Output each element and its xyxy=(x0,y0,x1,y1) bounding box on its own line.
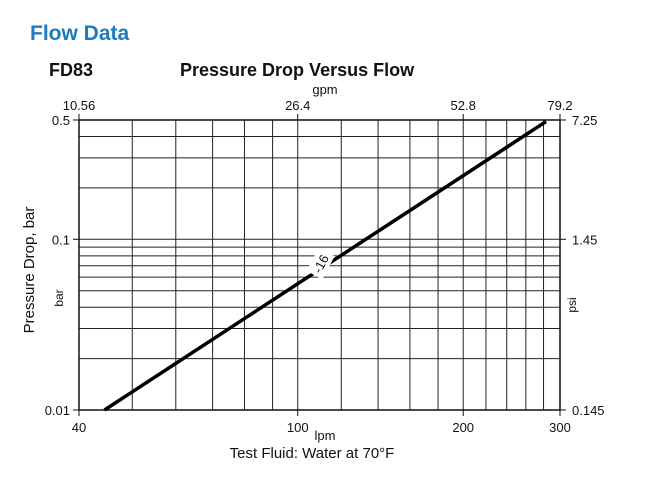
x-tick-label: 200 xyxy=(452,420,474,435)
chart-title: Pressure Drop Versus Flow xyxy=(180,60,415,80)
x-tick-label: 300 xyxy=(549,420,571,435)
plot-frame xyxy=(78,119,561,411)
y2-tick-label: 7.25 xyxy=(572,113,597,128)
test-fluid-note: Test Fluid: Water at 70°F xyxy=(230,445,395,462)
y-tick-label: 0.01 xyxy=(45,403,70,418)
x2-tick-label: 26.4 xyxy=(285,98,310,113)
x-axis-title: lpm xyxy=(315,428,336,443)
x-tick-label: 40 xyxy=(72,420,86,435)
section-title: Flow Data xyxy=(30,22,130,45)
x2-tick-label: 79.2 xyxy=(547,98,572,113)
y-axis-title: Pressure Drop, bar xyxy=(21,207,38,334)
y-tick-label: 0.5 xyxy=(52,113,70,128)
y2-tick-label: 1.45 xyxy=(572,232,597,247)
y-axis-unit: bar xyxy=(52,289,66,306)
series-label-backdrop xyxy=(306,247,335,280)
x2-axis-title: gpm xyxy=(312,82,337,97)
y2-tick-label: 0.145 xyxy=(572,403,605,418)
x2-tick-label: 10.56 xyxy=(63,98,96,113)
y2-axis-title: psi xyxy=(565,297,579,312)
x-tick-label: 100 xyxy=(287,420,309,435)
model-label: FD83 xyxy=(49,60,94,80)
x2-tick-label: 52.8 xyxy=(451,98,476,113)
y-tick-label: 0.1 xyxy=(52,232,70,247)
